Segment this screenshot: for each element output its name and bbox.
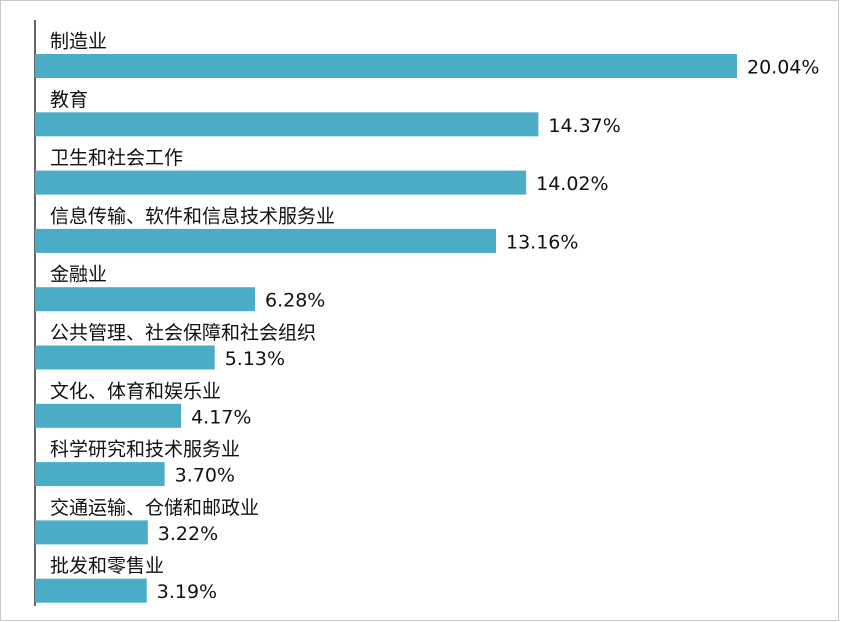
bar [35, 403, 182, 428]
category-label: 信息传输、软件和信息技术服务业 [50, 205, 335, 227]
category-label: 交通运输、仓储和邮政业 [50, 497, 259, 519]
bar [35, 112, 539, 137]
value-label: 6.28% [265, 290, 325, 312]
category-label: 教育 [50, 89, 88, 111]
category-label: 科学研究和技术服务业 [50, 439, 240, 461]
value-label: 4.17% [191, 406, 251, 428]
value-label: 5.13% [225, 348, 285, 370]
value-label: 3.22% [158, 523, 218, 545]
value-label: 14.02% [536, 173, 608, 195]
category-label: 批发和零售业 [50, 555, 164, 577]
bar [35, 345, 215, 370]
value-label: 14.37% [548, 115, 620, 137]
value-label: 13.16% [506, 231, 578, 253]
category-label: 卫生和社会工作 [50, 147, 183, 169]
category-label: 制造业 [50, 31, 107, 53]
bar [35, 170, 527, 195]
value-label: 3.19% [157, 581, 217, 603]
bar [35, 462, 165, 487]
category-label: 金融业 [50, 264, 107, 286]
value-label: 3.70% [175, 465, 235, 487]
bar [35, 287, 255, 312]
bar [35, 578, 147, 603]
bar [35, 520, 148, 545]
bar [35, 54, 737, 78]
value-label: 20.04% [747, 57, 819, 79]
category-label: 文化、体育和娱乐业 [50, 380, 221, 402]
bar [35, 228, 496, 253]
category-label: 公共管理、社会保障和社会组织 [50, 322, 316, 344]
